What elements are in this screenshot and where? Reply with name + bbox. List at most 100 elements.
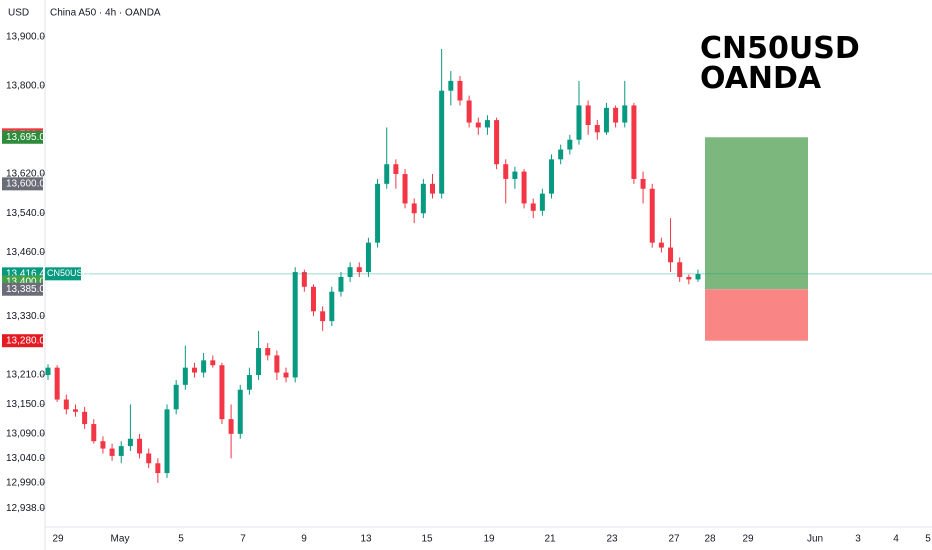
candle-body — [201, 360, 207, 373]
candle-body — [91, 424, 97, 442]
x-tick-label: 28 — [704, 534, 716, 545]
candle-body — [173, 384, 179, 410]
candle-body — [338, 276, 344, 292]
x-tick-label: 21 — [544, 534, 556, 545]
price-badge-label: 13,600.0 — [6, 178, 45, 189]
x-tick-label: 5 — [925, 534, 931, 545]
x-tick-label: 5 — [178, 534, 184, 545]
price-badge-label: 13,280.0 — [6, 335, 45, 346]
candle-body — [677, 262, 683, 277]
candle-body — [695, 274, 701, 280]
candle-body — [439, 90, 445, 194]
price-badge — [2, 177, 43, 191]
x-tick-label: 27 — [668, 534, 680, 545]
candle-body — [54, 367, 60, 400]
candle-body — [649, 188, 655, 243]
y-tick-label: 13,330.0 — [6, 311, 45, 322]
candle-body — [631, 105, 637, 179]
candle-body — [265, 348, 271, 356]
y-tick-label: 13,800.0 — [6, 80, 45, 91]
axis-unit: USD — [8, 8, 29, 19]
candle-body — [191, 367, 197, 373]
watermark-broker: OANDA — [700, 61, 822, 96]
candle-body — [164, 409, 170, 474]
watermark-symbol: CN50USD — [700, 31, 860, 66]
candle-body — [484, 120, 490, 128]
candle-body — [109, 448, 115, 456]
candle-body — [356, 267, 362, 273]
candle-body — [82, 411, 88, 425]
candle-body — [420, 183, 426, 214]
candle-body — [301, 272, 307, 287]
candle-body — [283, 372, 289, 378]
candle-body — [494, 120, 500, 165]
x-tick-label: 4 — [893, 534, 899, 545]
price-badge — [2, 130, 43, 144]
price-badge-label: 13,385.0 — [6, 284, 45, 295]
candle-body — [585, 105, 591, 126]
candle-body — [430, 183, 436, 194]
price-badge-label: 13,416.4 — [6, 268, 45, 279]
y-tick-label: 13,900.0 — [6, 31, 45, 42]
y-tick-label: 13,150.0 — [6, 399, 45, 410]
candle-body — [72, 409, 78, 412]
candle-body — [329, 291, 335, 322]
candle-body — [576, 105, 582, 140]
symbol-tag — [45, 267, 81, 281]
candle-body — [246, 375, 252, 390]
candle-body — [503, 164, 509, 179]
candle-body — [365, 242, 371, 273]
candle-body — [182, 367, 188, 385]
profit-zone — [705, 137, 808, 290]
price-badge — [2, 282, 43, 296]
candle-body — [320, 311, 326, 322]
candle-body — [603, 107, 609, 133]
price-badge — [2, 334, 43, 348]
candle-body — [256, 348, 262, 376]
y-tick-label: 13,620.0 — [6, 169, 45, 180]
candle-body — [274, 355, 280, 373]
candle-body — [658, 242, 664, 248]
candle-body — [100, 441, 106, 449]
candle-body — [549, 159, 555, 194]
x-tick-label: 23 — [606, 534, 618, 545]
candle-body — [411, 203, 417, 214]
y-tick-label: 12,990.0 — [6, 478, 45, 489]
candle-body — [622, 105, 628, 123]
candle-body — [155, 463, 161, 474]
candle-body — [219, 365, 225, 420]
x-tick-label: 19 — [483, 534, 495, 545]
price-badge-label: 13,695.0 — [6, 132, 45, 143]
candle-body — [539, 193, 545, 211]
candle-body — [228, 419, 234, 434]
y-tick-label: 13,040.0 — [6, 453, 45, 464]
candle-body — [237, 389, 243, 434]
y-tick-label: 12,938.0 — [6, 503, 45, 514]
y-tick-label: 13,540.0 — [6, 208, 45, 219]
symbol-tag-text: CN50USD — [47, 268, 90, 278]
candle-body — [146, 453, 152, 464]
x-tick-label: 15 — [421, 534, 433, 545]
price-badge-label: 13,400.0 — [6, 277, 45, 288]
candle-body — [558, 149, 564, 160]
candle-body — [210, 360, 216, 366]
x-tick-label: 3 — [855, 534, 861, 545]
candle-body — [668, 247, 674, 263]
y-tick-label: 13,090.0 — [6, 428, 45, 439]
candle-body — [567, 139, 573, 150]
candle-body — [310, 286, 316, 312]
candle-body — [137, 438, 143, 454]
candle-body — [475, 122, 481, 128]
candle-body — [530, 203, 536, 211]
candle-body — [393, 164, 399, 175]
candle-body — [512, 171, 518, 179]
x-tick-label: 9 — [301, 534, 307, 545]
x-tick-label: 7 — [240, 534, 246, 545]
candle-body — [521, 171, 527, 204]
candle-body — [466, 100, 472, 123]
candle-body — [640, 178, 646, 189]
x-tick-label: 29 — [742, 534, 754, 545]
candle-body — [63, 399, 69, 410]
y-tick-label: 13,210.0 — [6, 370, 45, 381]
